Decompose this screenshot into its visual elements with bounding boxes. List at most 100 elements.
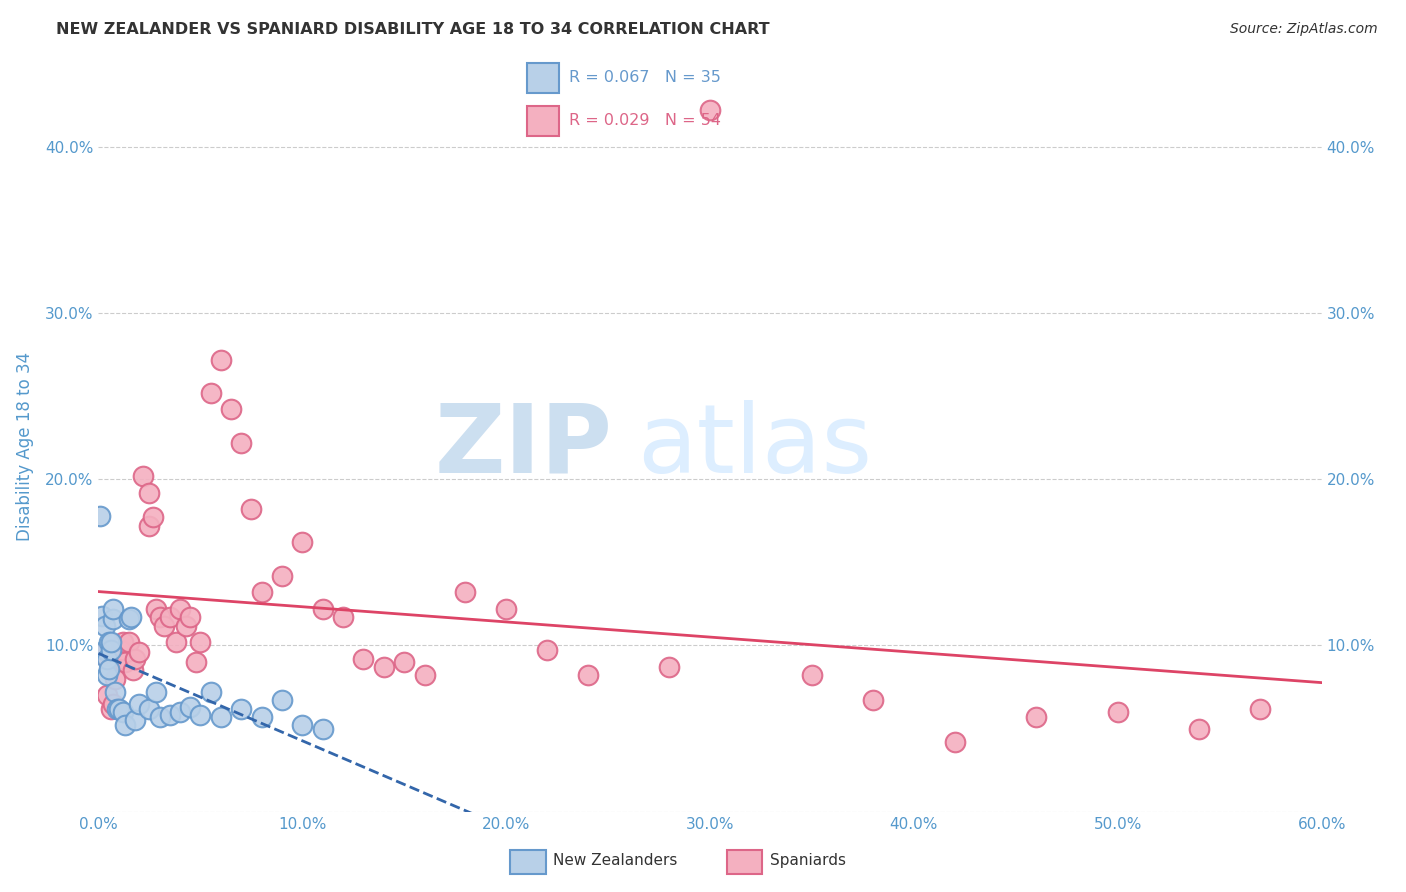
Point xyxy=(576,668,599,682)
Point xyxy=(124,714,146,728)
Text: Spaniards: Spaniards xyxy=(770,854,846,868)
Point xyxy=(159,610,181,624)
Point xyxy=(118,635,141,649)
Point xyxy=(93,618,115,632)
Point xyxy=(128,697,150,711)
Point xyxy=(270,568,294,582)
Point xyxy=(1025,710,1047,724)
Text: ZIP: ZIP xyxy=(434,400,612,492)
Point xyxy=(413,668,436,682)
Point xyxy=(169,705,191,719)
Point xyxy=(96,668,118,682)
Point xyxy=(118,612,141,626)
Point xyxy=(97,635,120,649)
Point xyxy=(231,701,253,715)
FancyBboxPatch shape xyxy=(510,849,546,874)
Point xyxy=(145,602,167,616)
Point xyxy=(270,693,294,707)
Point xyxy=(132,469,155,483)
Point xyxy=(373,660,395,674)
Point xyxy=(145,685,167,699)
Point xyxy=(1107,705,1129,719)
Text: atlas: atlas xyxy=(637,400,872,492)
Point xyxy=(240,502,263,516)
Point xyxy=(91,647,114,661)
Point xyxy=(352,652,374,666)
Point xyxy=(209,710,232,724)
FancyBboxPatch shape xyxy=(527,63,560,93)
Point xyxy=(801,668,824,682)
Point xyxy=(142,510,165,524)
Point xyxy=(149,610,172,624)
Point xyxy=(101,602,124,616)
Point xyxy=(100,635,122,649)
Point xyxy=(186,655,208,669)
Point xyxy=(169,602,191,616)
Point xyxy=(138,518,160,533)
Point xyxy=(943,735,966,749)
Point xyxy=(209,352,232,367)
Point xyxy=(149,710,172,724)
Text: R = 0.067   N = 35: R = 0.067 N = 35 xyxy=(568,70,721,86)
Point xyxy=(658,660,681,674)
Point xyxy=(250,710,273,724)
Point xyxy=(1249,701,1271,715)
Text: R = 0.029   N = 54: R = 0.029 N = 54 xyxy=(568,113,721,128)
Point xyxy=(122,664,145,678)
Y-axis label: Disability Age 18 to 34: Disability Age 18 to 34 xyxy=(15,351,34,541)
Point xyxy=(179,610,201,624)
Point xyxy=(188,708,212,723)
Point xyxy=(100,701,122,715)
Point xyxy=(110,643,132,657)
Point xyxy=(100,643,122,657)
Point xyxy=(120,610,142,624)
Point xyxy=(101,612,124,626)
FancyBboxPatch shape xyxy=(527,106,560,136)
Point xyxy=(124,652,146,666)
Point xyxy=(104,672,127,686)
Point xyxy=(128,645,150,659)
Point xyxy=(495,602,517,616)
Point xyxy=(108,701,131,715)
FancyBboxPatch shape xyxy=(727,849,762,874)
Point xyxy=(291,718,314,732)
Text: New Zealanders: New Zealanders xyxy=(554,854,678,868)
Point xyxy=(536,643,558,657)
Point xyxy=(699,103,721,118)
Point xyxy=(291,535,314,549)
Point xyxy=(138,701,160,715)
Point xyxy=(392,655,416,669)
Point xyxy=(108,652,131,666)
Point xyxy=(104,685,127,699)
Point xyxy=(312,722,335,736)
Point xyxy=(231,435,253,450)
Point xyxy=(91,608,114,623)
Point xyxy=(114,655,136,669)
Point xyxy=(179,700,201,714)
Point xyxy=(159,708,181,723)
Point xyxy=(152,618,174,632)
Point xyxy=(200,685,222,699)
Point xyxy=(89,508,111,523)
Point xyxy=(862,693,884,707)
Point xyxy=(1188,722,1211,736)
Point xyxy=(250,585,273,599)
Point xyxy=(138,485,160,500)
Point xyxy=(101,697,124,711)
Point xyxy=(96,689,118,703)
Point xyxy=(312,602,335,616)
Point xyxy=(332,610,354,624)
Point xyxy=(200,385,222,400)
Point xyxy=(111,635,134,649)
Text: NEW ZEALANDER VS SPANIARD DISABILITY AGE 18 TO 34 CORRELATION CHART: NEW ZEALANDER VS SPANIARD DISABILITY AGE… xyxy=(56,22,770,37)
Point xyxy=(96,652,118,666)
Point xyxy=(114,718,136,732)
Point xyxy=(219,402,242,417)
Point xyxy=(174,618,197,632)
Point xyxy=(97,662,120,676)
Point xyxy=(454,585,477,599)
Text: Source: ZipAtlas.com: Source: ZipAtlas.com xyxy=(1230,22,1378,37)
Point xyxy=(105,701,128,715)
Point xyxy=(188,635,212,649)
Point xyxy=(111,705,134,719)
